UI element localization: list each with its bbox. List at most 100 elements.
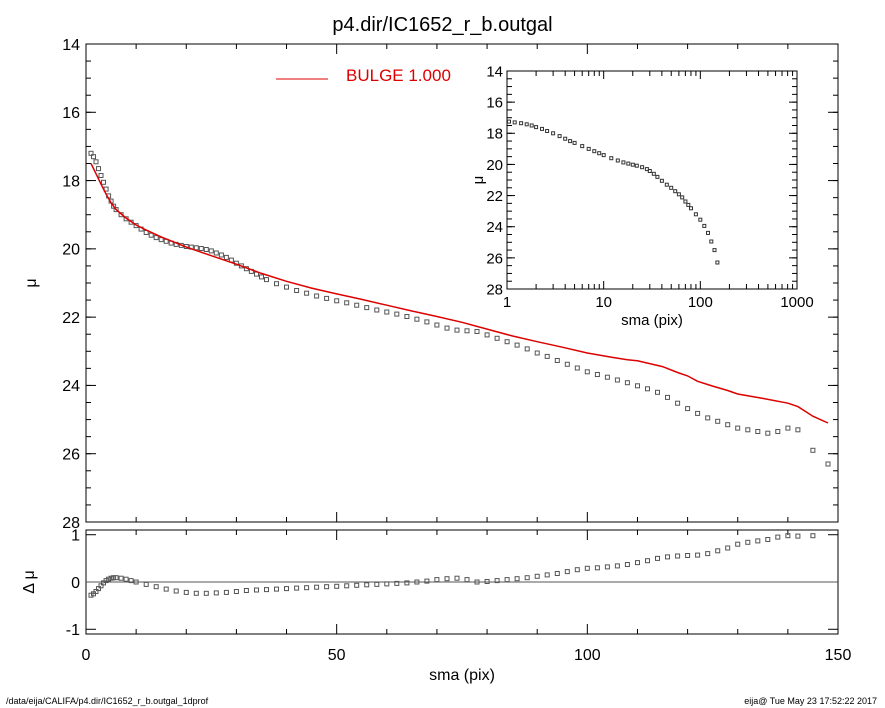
main-data-point bbox=[113, 207, 119, 213]
main-data-point bbox=[96, 166, 101, 172]
main-data-point bbox=[274, 281, 279, 287]
chart-title: p4.dir/IC1652_r_b.outgal bbox=[332, 14, 553, 36]
inset-y-tick-label: 14 bbox=[486, 63, 503, 80]
residual-data-point bbox=[685, 553, 691, 558]
inset-data-point bbox=[545, 129, 550, 133]
residual-data-point bbox=[354, 582, 360, 588]
inset-data-point bbox=[551, 131, 556, 136]
main-data-point bbox=[218, 252, 224, 258]
main-data-point bbox=[514, 342, 520, 348]
legend-label: BULGE 1.000 bbox=[346, 66, 451, 85]
residual-data-point bbox=[665, 554, 670, 560]
inset-x-axis-title: sma (pix) bbox=[621, 312, 683, 329]
main-data-point bbox=[153, 235, 159, 241]
main-data-point bbox=[554, 358, 560, 363]
residual-data-point bbox=[133, 579, 139, 585]
main-data-point bbox=[635, 383, 640, 389]
main-data-point bbox=[324, 295, 330, 301]
inset-data-point bbox=[640, 165, 645, 170]
main-data-point bbox=[404, 314, 410, 319]
main-data-point bbox=[374, 307, 380, 313]
residual-data-point bbox=[274, 586, 279, 592]
footer-file-path: /data/eija/CALIFA/p4.dir/IC1652_r_b.outg… bbox=[6, 696, 209, 706]
residual-data-point bbox=[645, 558, 650, 564]
residual-data-point bbox=[304, 585, 310, 591]
inset-data-point bbox=[529, 123, 534, 128]
residual-data-point bbox=[705, 551, 711, 557]
residual-data-point bbox=[243, 588, 249, 593]
residual-data-point bbox=[745, 539, 751, 545]
residual-data-point bbox=[755, 538, 761, 544]
main-data-point bbox=[334, 298, 340, 304]
residual-data-point bbox=[324, 584, 330, 590]
residual-data-point bbox=[444, 576, 450, 582]
inset-data-point bbox=[568, 139, 573, 144]
residual-data-point bbox=[233, 589, 239, 594]
inset-data-point bbox=[534, 125, 539, 130]
inset-data-point bbox=[601, 153, 606, 158]
main-data-point bbox=[810, 447, 816, 453]
main-data-point bbox=[304, 290, 310, 296]
main-data-point bbox=[655, 389, 660, 395]
residual-data-point bbox=[183, 589, 189, 595]
inset-data-point bbox=[626, 161, 631, 166]
residual-data-point bbox=[143, 581, 149, 587]
inset-data-point bbox=[512, 120, 517, 125]
main-y-tick-label: 28 bbox=[62, 515, 80, 532]
residual-data-point bbox=[795, 533, 801, 539]
inset-y-tick-label: 26 bbox=[486, 250, 503, 267]
main-data-point bbox=[584, 369, 590, 375]
inset-log-plot: 14 16 18 20 22 24 26 281 10 100 1000 sma (pix) μ bbox=[470, 63, 814, 329]
residual-data-point bbox=[254, 587, 259, 593]
main-data-point bbox=[645, 386, 650, 392]
residual-data-point bbox=[334, 583, 340, 589]
main-y-tick-label: 24 bbox=[62, 378, 80, 395]
main-data-point bbox=[454, 327, 460, 333]
main-y-tick-label: 22 bbox=[62, 310, 80, 327]
inset-data-point bbox=[609, 156, 614, 161]
main-y-tick-label: 16 bbox=[62, 105, 80, 122]
inset-data-point bbox=[615, 158, 620, 163]
main-data-point bbox=[524, 346, 530, 352]
inset-background bbox=[507, 71, 797, 289]
inset-data-point bbox=[686, 202, 691, 207]
inset-data-point bbox=[519, 121, 524, 126]
main-data-point bbox=[685, 406, 691, 412]
residual-data-point bbox=[284, 586, 289, 592]
residual-data-point bbox=[364, 582, 370, 588]
residual-data-point bbox=[514, 576, 520, 582]
main-y-tick-label: 18 bbox=[62, 173, 80, 190]
residual-data-point bbox=[534, 573, 540, 579]
residual-y-tick-label: -1 bbox=[66, 622, 80, 639]
inset-data-point bbox=[715, 260, 720, 265]
main-data-point bbox=[101, 179, 106, 185]
inset-data-point bbox=[580, 144, 585, 149]
main-data-point bbox=[825, 461, 831, 467]
inset-data-point bbox=[669, 185, 674, 190]
main-data-point bbox=[735, 425, 741, 431]
inset-x-tick-label: 100 bbox=[688, 294, 713, 311]
inset-data-point bbox=[597, 151, 602, 156]
inset-data-point bbox=[634, 163, 639, 168]
residual-data-point bbox=[163, 586, 169, 592]
residual-data-point bbox=[474, 579, 480, 585]
main-data-point bbox=[284, 284, 289, 290]
residual-data-point bbox=[494, 578, 500, 584]
inset-y-axis-title: μ bbox=[470, 176, 487, 185]
residual-data-point bbox=[594, 565, 600, 571]
residual-data-point bbox=[118, 575, 124, 581]
main-data-point bbox=[364, 305, 370, 311]
inset-data-point bbox=[540, 126, 544, 131]
residual-data-point bbox=[624, 562, 630, 567]
residual-data-point bbox=[374, 581, 380, 587]
inset-data-point bbox=[524, 122, 529, 127]
inset-data-point bbox=[664, 182, 669, 187]
main-data-point bbox=[424, 319, 430, 325]
residual-y-tick-label: 0 bbox=[71, 575, 80, 592]
residual-data-point bbox=[584, 565, 590, 571]
main-data-point bbox=[264, 277, 269, 283]
main-y-tick-label: 26 bbox=[62, 446, 80, 463]
residual-data-point bbox=[765, 537, 771, 542]
main-data-point bbox=[715, 418, 721, 424]
main-data-point bbox=[725, 422, 731, 428]
